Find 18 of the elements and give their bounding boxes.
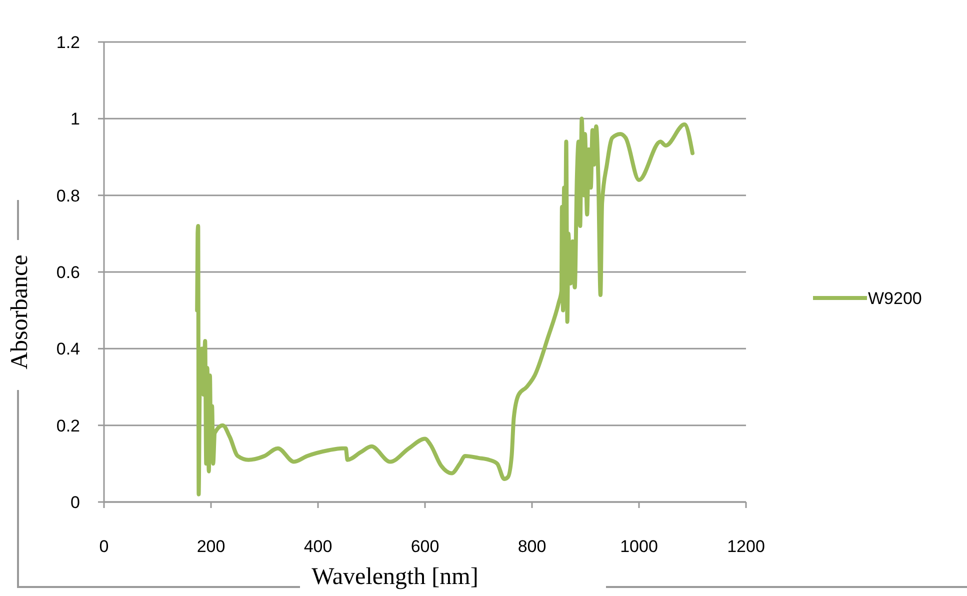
x-tick-label: 1200 xyxy=(727,537,765,556)
x-tick-label: 200 xyxy=(196,537,226,556)
x-tick-label: 800 xyxy=(518,537,546,556)
y-tick-label: 0.8 xyxy=(56,186,80,206)
y-tick-label: 1 xyxy=(70,110,80,129)
y-tick-label: 0.2 xyxy=(56,416,80,436)
x-tick-label: 400 xyxy=(304,537,332,556)
x-tick-label: 1000 xyxy=(620,537,658,556)
x-tick-label: 0 xyxy=(99,537,109,556)
legend-label: W9200 xyxy=(868,288,922,308)
x-axis-title: Wavelength [nm] xyxy=(312,564,478,590)
y-tick-label: 0 xyxy=(70,492,80,512)
y-tick-label: 1.2 xyxy=(56,32,80,52)
line-series xyxy=(195,116,694,496)
y-tick-label: 0.4 xyxy=(56,340,80,359)
y-tick-label: 0.6 xyxy=(56,262,80,282)
x-tick-label: 600 xyxy=(410,537,440,556)
y-axis-title: Absorbance xyxy=(7,254,33,370)
